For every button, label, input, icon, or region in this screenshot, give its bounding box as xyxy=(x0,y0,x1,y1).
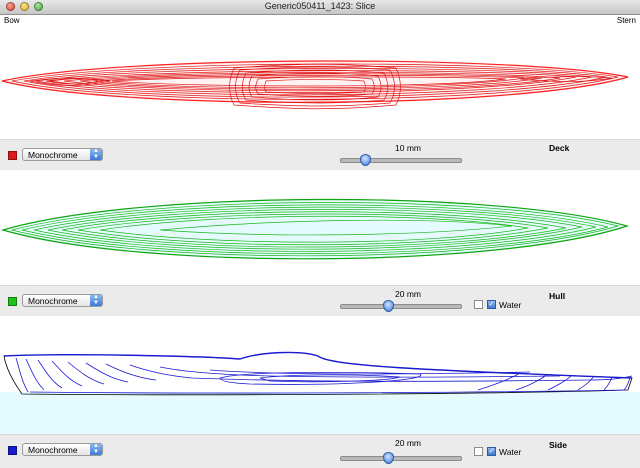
hull-view[interactable] xyxy=(0,170,640,285)
hull-controls: Monochrome ▲ ▼ 20 mm ✓ Water Hull xyxy=(0,285,640,316)
side-controls: Monochrome ▲ ▼ 20 mm ✓ Water Side xyxy=(0,434,640,468)
minimize-icon[interactable] xyxy=(20,2,29,11)
hull-slider-thumb[interactable] xyxy=(383,300,394,312)
hull-contours xyxy=(0,198,630,260)
stern-label: Stern xyxy=(616,16,636,25)
close-icon[interactable] xyxy=(6,2,15,11)
side-mode-select[interactable]: Monochrome ▲ ▼ xyxy=(22,443,103,456)
side-label: Side xyxy=(549,440,567,450)
side-color-swatch[interactable] xyxy=(8,446,17,455)
hull-mode-select[interactable]: Monochrome ▲ ▼ xyxy=(22,294,103,307)
zoom-icon[interactable] xyxy=(34,2,43,11)
deck-contours xyxy=(1,60,629,110)
chevron-updown-icon: ▲ ▼ xyxy=(90,148,102,160)
window-titlebar: Generic050411_1423: Slice xyxy=(0,0,640,15)
hull-water-label: Water xyxy=(499,300,522,310)
side-slice-slider[interactable] xyxy=(340,456,462,461)
hull-color-swatch[interactable] xyxy=(8,297,17,306)
hull-water-checkbox[interactable]: ✓ xyxy=(487,300,496,309)
window-title: Generic050411_1423: Slice xyxy=(264,1,376,11)
side-water-checkbox[interactable]: ✓ xyxy=(487,447,496,456)
side-view[interactable] xyxy=(0,316,640,434)
deck-color-swatch[interactable] xyxy=(8,151,17,160)
deck-view[interactable]: Bow Stern xyxy=(0,15,640,139)
hull-water-color-box[interactable] xyxy=(474,300,483,309)
checkmark-icon: ✓ xyxy=(488,448,495,455)
deck-slice-slider[interactable] xyxy=(340,158,462,163)
side-contours xyxy=(0,351,640,434)
side-slider-thumb[interactable] xyxy=(383,452,394,464)
hull-label: Hull xyxy=(549,291,566,301)
deck-mode-select[interactable]: Monochrome ▲ ▼ xyxy=(22,148,103,161)
deck-slider-thumb[interactable] xyxy=(360,154,371,166)
hull-slice-slider[interactable] xyxy=(340,304,462,309)
chevron-updown-icon: ▲ ▼ xyxy=(90,443,102,455)
side-slice-value: 20 mm xyxy=(395,438,421,448)
checkmark-icon: ✓ xyxy=(488,301,495,308)
deck-slice-value: 10 mm xyxy=(395,143,421,153)
side-water-color-box[interactable] xyxy=(474,447,483,456)
bow-label: Bow xyxy=(4,16,20,25)
hull-slice-value: 20 mm xyxy=(395,289,421,299)
chevron-updown-icon: ▲ ▼ xyxy=(90,294,102,306)
side-water-label: Water xyxy=(499,447,522,457)
deck-label: Deck xyxy=(549,143,570,153)
deck-controls: Monochrome ▲ ▼ 10 mm Deck xyxy=(0,139,640,170)
